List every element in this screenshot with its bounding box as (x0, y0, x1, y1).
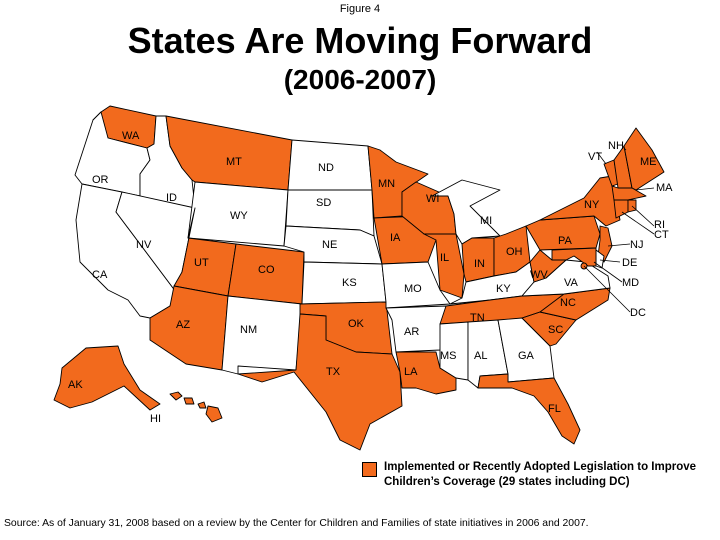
label-MI: MI (480, 215, 492, 227)
label-CA: CA (92, 269, 108, 281)
label-IL: IL (440, 252, 449, 264)
label-NY: NY (584, 199, 600, 211)
source-note: Source: As of January 31, 2008 based on … (4, 518, 589, 529)
label-SC: SC (548, 324, 563, 336)
label-NH: NH (608, 140, 624, 152)
state-TX (237, 313, 403, 451)
label-OK: OK (348, 318, 365, 330)
state-AR (385, 305, 447, 353)
state-NC (521, 287, 611, 321)
label-MT: MT (226, 156, 242, 168)
label-TN: TN (470, 312, 485, 324)
label-KY: KY (496, 283, 511, 295)
label-GA: GA (518, 350, 535, 362)
state-LA (395, 351, 457, 395)
state-HI-3 (197, 401, 207, 409)
label-NJ: NJ (630, 239, 643, 251)
label-DC: DC (630, 307, 646, 319)
page-subtitle: (2006-2007) (283, 64, 437, 95)
label-VT: VT (588, 151, 602, 163)
label-AZ: AZ (176, 319, 190, 331)
legend-swatch (362, 462, 377, 477)
label-LA: LA (404, 366, 418, 378)
label-WV: WV (530, 269, 548, 281)
label-PA: PA (558, 235, 573, 247)
label-NM: NM (240, 324, 257, 336)
label-FL: FL (548, 403, 561, 415)
label-WI: WI (426, 193, 439, 205)
label-MS: MS (440, 350, 457, 362)
label-CO: CO (258, 264, 275, 276)
label-VA: VA (564, 277, 579, 289)
label-HI: HI (150, 413, 161, 425)
state-HI-2 (183, 397, 195, 405)
label-NV: NV (136, 239, 152, 251)
state-MA (611, 185, 647, 201)
label-MA: MA (656, 182, 673, 194)
label-NC: NC (560, 297, 576, 309)
label-OR: OR (92, 174, 109, 186)
label-AL: AL (474, 350, 487, 362)
label-leader-lines (583, 147, 655, 313)
label-MN: MN (378, 178, 395, 190)
figure-label: Figure 4 (339, 3, 381, 15)
label-MO: MO (404, 283, 422, 295)
label-AK: AK (68, 379, 83, 391)
state-HI-4 (205, 405, 223, 423)
state-MD (551, 247, 597, 267)
label-UT: UT (194, 257, 209, 269)
label-TX: TX (326, 366, 341, 378)
label-ID: ID (166, 192, 177, 204)
state-NM (221, 295, 303, 375)
label-IA: IA (390, 232, 401, 244)
page-title: States Are Moving Forward (127, 20, 593, 61)
state-HI (169, 391, 183, 401)
label-ND: ND (318, 162, 334, 174)
legend-text: Implemented or Recently Adopted Legislat… (384, 461, 697, 488)
label-KS: KS (342, 277, 357, 289)
label-OH: OH (506, 246, 523, 258)
state-FL (477, 373, 581, 445)
label-WY: WY (230, 210, 248, 222)
label-WA: WA (122, 130, 140, 142)
label-SD: SD (316, 197, 331, 209)
label-MD: MD (622, 277, 639, 289)
label-IN: IN (474, 258, 485, 270)
label-DE: DE (622, 257, 637, 269)
state-CT (613, 199, 629, 219)
label-NE: NE (322, 239, 337, 251)
label-AR: AR (404, 326, 419, 338)
state-MI (431, 179, 501, 245)
label-CT: CT (654, 229, 669, 241)
state-NJ (597, 225, 613, 263)
label-RI: RI (654, 219, 665, 231)
label-ME: ME (640, 156, 657, 168)
state-AK (53, 345, 161, 411)
